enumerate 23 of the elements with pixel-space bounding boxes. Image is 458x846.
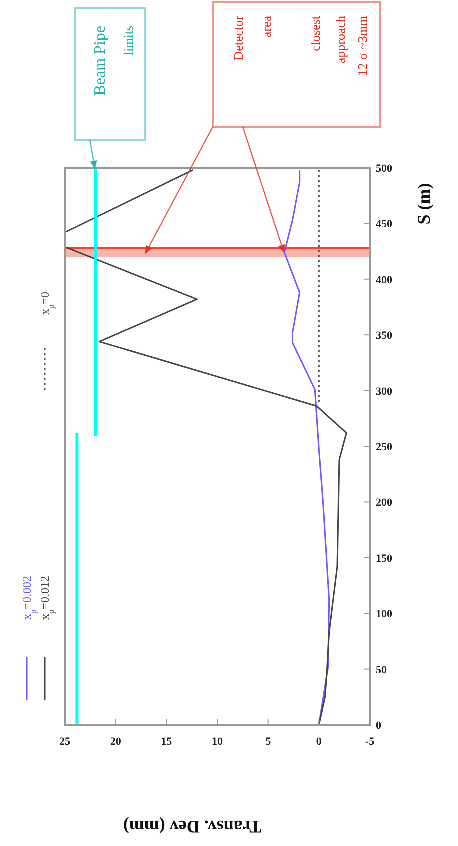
y-tick-label: 350	[376, 330, 393, 342]
y-tick-label: 200	[376, 497, 393, 510]
y-tick-label: 0	[376, 720, 382, 732]
x-tick-label: -5	[365, 736, 376, 748]
y-tick-label: 150	[376, 552, 393, 565]
x-tick-label: 0	[316, 736, 322, 748]
text: Detector area	[231, 15, 274, 61]
y-tick-label: 100	[376, 608, 393, 621]
x-tick-label: 15	[161, 736, 173, 748]
y-tick-label: 250	[376, 442, 393, 454]
text: Beam Pipe limits	[92, 26, 136, 96]
y-tick-label: 300	[376, 386, 393, 398]
y-axis-title: S (m)	[414, 183, 434, 225]
x-axis-title: Transv. Dev (mm)	[123, 817, 262, 837]
y-tick-label: 500	[376, 163, 393, 175]
y-tick-label: 400	[376, 274, 393, 286]
x-tick-label: 20	[110, 736, 122, 748]
x-tick-label: 5	[266, 736, 272, 748]
y-tick-label: 450	[376, 218, 393, 231]
line-series	[64, 169, 348, 725]
x-tick-label: 10	[212, 736, 224, 748]
y-tick-label: 50	[376, 664, 388, 676]
x-tick-label: 25	[60, 736, 71, 748]
